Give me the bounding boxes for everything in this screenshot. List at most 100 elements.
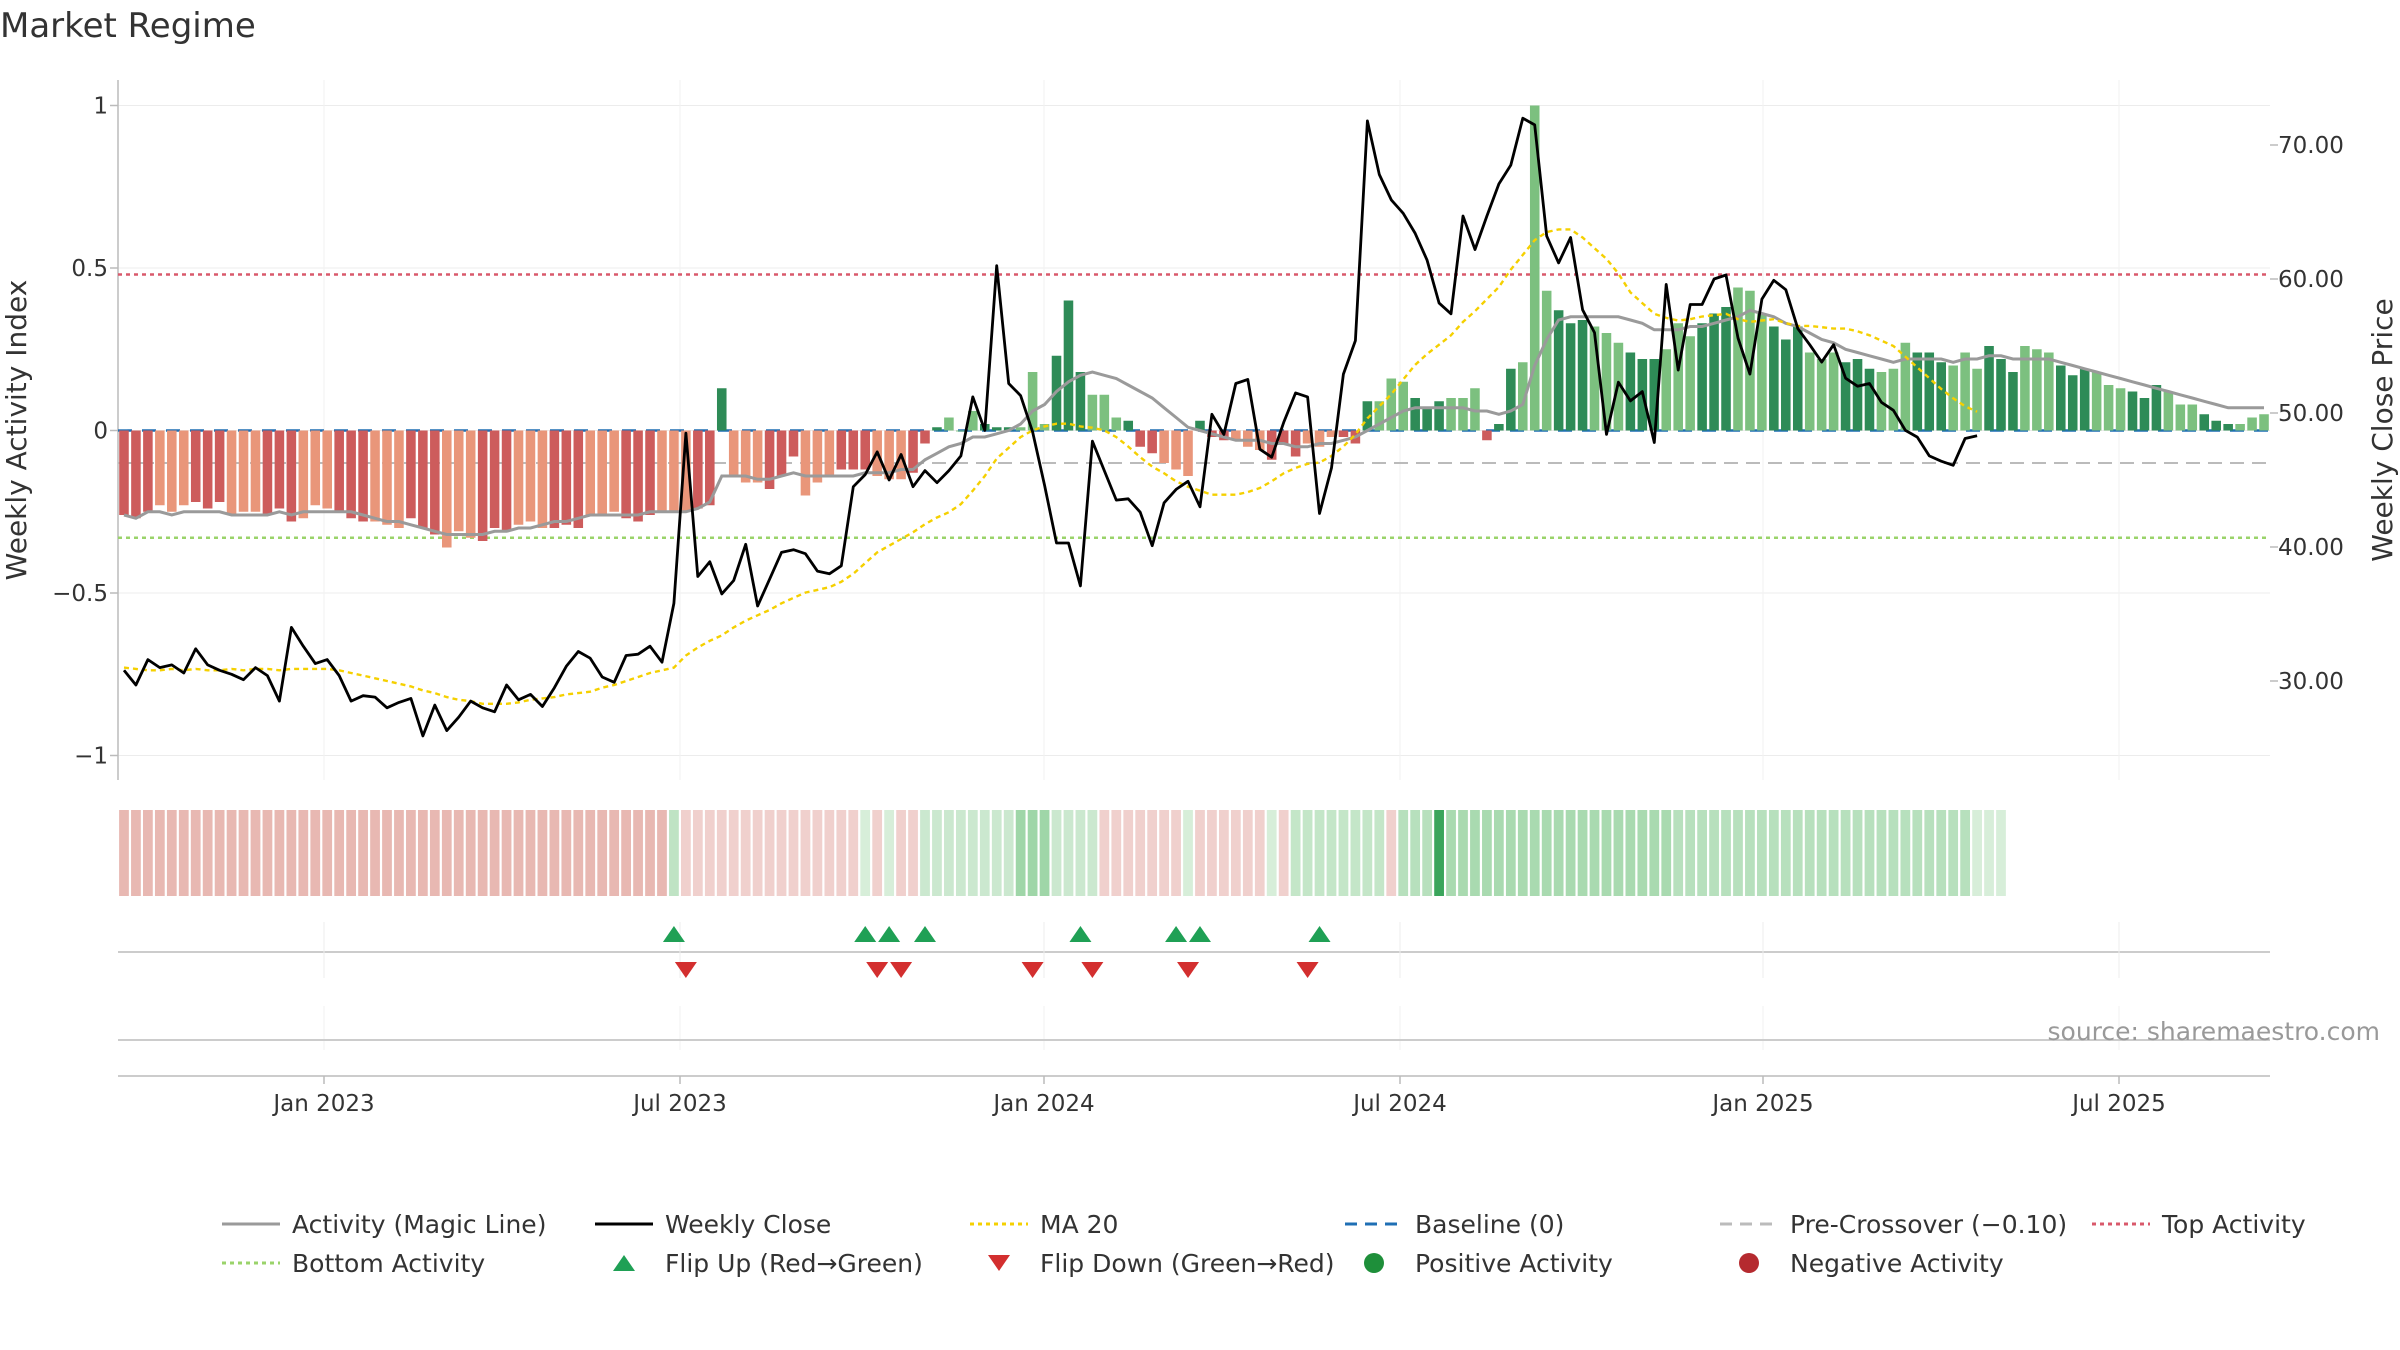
regime-cell [1290,810,1301,896]
regime-cell [119,810,129,896]
activity-bar [597,430,607,515]
legend-item: Positive Activity [1364,1249,1613,1278]
activity-bar [1625,352,1636,431]
regime-cell [1230,810,1241,896]
x-tick-label: Jul 2024 [1351,1091,1447,1117]
regime-cell [1529,810,1540,896]
activity-bar [1649,359,1660,431]
legend-label: Pre-Crossover (−0.10) [1790,1210,2067,1239]
activity-bar [1900,342,1911,431]
regime-cell [1780,810,1791,896]
legend-label: Flip Down (Green→Red) [1040,1249,1335,1278]
activity-bar [848,430,859,470]
legend-label: Positive Activity [1415,1249,1613,1278]
activity-bar [346,430,356,519]
activity-bar [1458,398,1468,431]
legend-label: Activity (Magic Line) [292,1210,546,1239]
activity-bar [2223,424,2233,431]
regime-cell [1924,810,1935,896]
activity-bar [1446,398,1456,431]
regime-cell [991,810,1002,896]
activity-bar [705,430,715,506]
activity-bar [143,430,153,512]
activity-bar [573,430,584,528]
regime-cell [1003,810,1014,896]
legend-label: Top Activity [2161,1210,2306,1239]
flip-up-marker [1188,926,1211,942]
regime-cell [645,810,655,896]
activity-bar [2079,368,2090,431]
activity-bar [465,430,476,538]
legend-item: Top Activity [2092,1210,2306,1239]
activity-bar [537,430,548,528]
regime-cell [1051,810,1062,896]
regime-cell [1493,810,1504,896]
regime-cell [1362,810,1373,896]
regime-cell [573,810,584,896]
activity-bar [1410,398,1420,431]
regime-cell [1470,810,1480,896]
regime-cell [1661,810,1672,896]
activity-bar [418,430,428,528]
legend-label: Bottom Activity [292,1249,485,1278]
legend-item: MA 20 [970,1210,1118,1239]
regime-cell [178,810,189,896]
activity-bar [382,430,392,525]
regime-cell [800,810,811,896]
activity-bar [322,430,332,509]
regime-cell [453,810,464,896]
regime-cell [979,810,990,896]
activity-bar [1840,362,1851,431]
flip-up-marker [854,926,877,942]
regime-cell [537,810,548,896]
flip-markers [118,922,2270,978]
activity-bar [776,430,787,476]
activity-bar [2235,424,2245,431]
activity-bar [800,430,811,496]
regime-cell [131,810,141,896]
legend: Activity (Magic Line) Weekly Close MA 20 Ba… [222,1210,2306,1278]
left-tick-label: 0.5 [71,256,108,282]
legend-label: MA 20 [1040,1210,1118,1239]
regime-cell [429,810,440,896]
x-tick-label: Jul 2025 [2070,1091,2166,1117]
activity-bar [190,430,201,502]
activity-bar [501,430,512,532]
activity-bar [1278,430,1289,444]
source-credit: source: sharemaestro.com [2048,1017,2381,1046]
regime-cell [214,810,225,896]
regime-cell [310,810,321,896]
activity-bar [968,411,978,431]
activity-bar [1529,105,1540,431]
ma20-series [123,228,1978,705]
regime-cell [1087,810,1098,896]
regime-cell [441,810,452,896]
regime-cell [1673,810,1684,896]
regime-cell [346,810,357,896]
activity-bar [1984,346,1994,431]
regime-cell [932,810,942,896]
regime-cell [1458,810,1468,896]
activity-bar [2163,391,2174,431]
regime-cell [1685,810,1696,896]
regime-cell [561,810,572,896]
activity-bar [394,430,404,528]
flip-up-marker [1308,926,1331,942]
regime-cell [298,810,309,896]
activity-bar [513,430,524,525]
chart-title: Market Regime [0,6,256,46]
activity-bar [1972,368,1982,431]
regime-cell [1625,810,1636,896]
regime-cell [1601,810,1612,896]
activity-bar [1864,368,1875,431]
regime-cell [836,810,847,896]
activity-bar [633,430,643,522]
regime-cell [752,810,763,896]
activity-bar [1290,430,1301,457]
regime-cell [1027,810,1038,896]
flip-up-marker [1165,926,1188,942]
regime-cell [1876,810,1887,896]
activity-bar [1912,352,1923,431]
activity-bar [1159,430,1169,463]
activity-bar [1147,430,1157,454]
